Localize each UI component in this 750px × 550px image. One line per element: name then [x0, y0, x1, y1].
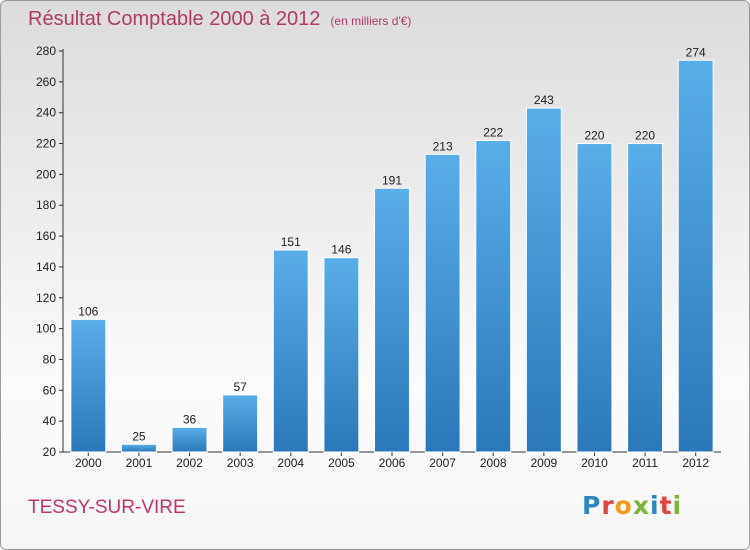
- data-label: 25: [132, 429, 146, 443]
- y-tick-label: 260: [36, 75, 56, 89]
- data-label: 213: [433, 139, 453, 153]
- x-tick-label: 2012: [682, 456, 709, 470]
- bar: [323, 257, 360, 453]
- data-label: 220: [635, 129, 655, 143]
- data-label: 274: [686, 45, 706, 59]
- data-label: 151: [281, 235, 301, 249]
- data-label: 243: [534, 93, 554, 107]
- data-label: 191: [382, 173, 402, 187]
- y-tick-label: 120: [36, 291, 56, 305]
- logo-letter: i: [650, 491, 660, 520]
- chart-title-text: Résultat Comptable 2000 à 2012: [28, 8, 321, 30]
- bars: [70, 59, 714, 453]
- chart-subtitle: (en milliers d'€): [330, 14, 412, 28]
- logo-letter: x: [632, 491, 650, 520]
- x-tick-label: 2005: [328, 456, 355, 470]
- bar: [475, 139, 512, 453]
- x-tick-label: 2010: [581, 456, 608, 470]
- y-tick-label: 100: [36, 322, 56, 336]
- bar: [576, 143, 613, 453]
- x-tick-label: 2007: [429, 456, 456, 470]
- data-label: 57: [233, 380, 247, 394]
- x-axis: 2000 2001 2002 2003 2004 2005 2006 2007 2008 2009…: [63, 451, 721, 470]
- data-label: 220: [584, 129, 604, 143]
- logo-letter: i: [672, 491, 683, 520]
- logo-letter: r: [601, 491, 615, 520]
- y-tick-label: 160: [36, 229, 56, 243]
- commune-name: TESSY-SUR-VIRE: [28, 497, 186, 518]
- data-label: 146: [331, 243, 351, 257]
- x-tick-label: 2009: [530, 456, 557, 470]
- x-tick-label: 2001: [126, 456, 153, 470]
- bar: [70, 318, 107, 453]
- y-tick-label: 60: [43, 383, 57, 397]
- x-tick-label: 2006: [379, 456, 406, 470]
- y-tick-label: 20: [43, 445, 57, 459]
- x-tick-label: 2011: [632, 456, 658, 470]
- y-tick-label: 200: [36, 167, 56, 181]
- x-tick-label: 2000: [75, 456, 102, 470]
- x-tick-label: 2008: [480, 456, 507, 470]
- bar: [677, 59, 714, 453]
- logo-letter: P: [582, 491, 602, 520]
- y-tick-label: 220: [36, 137, 56, 151]
- y-tick-label: 240: [36, 106, 56, 120]
- bar: [374, 187, 410, 453]
- data-label: 222: [483, 125, 503, 139]
- data-labels: 106 25 36 57 151 146 191 213 222 243 220 220 274: [78, 45, 706, 443]
- y-tick-label: 80: [43, 352, 57, 366]
- bar: [627, 143, 664, 453]
- proxiti-logo[interactable]: Proxiti: [582, 491, 682, 520]
- bar: [424, 153, 461, 453]
- x-tick-label: 2002: [176, 456, 203, 470]
- y-tick-label: 140: [36, 260, 56, 274]
- data-label: 36: [183, 412, 197, 426]
- bar: [525, 107, 562, 453]
- bar: [222, 394, 259, 453]
- y-tick-label: 40: [43, 414, 57, 428]
- y-tick-label: 180: [36, 198, 56, 212]
- chart-title: Résultat Comptable 2000 à 2012 (en millie…: [28, 8, 411, 31]
- x-tick-label: 2003: [227, 456, 254, 470]
- bar: [171, 426, 208, 453]
- logo-letter: o: [614, 491, 633, 520]
- bar: [272, 249, 309, 453]
- y-tick-label: 280: [36, 44, 56, 58]
- data-label: 106: [78, 304, 98, 318]
- logo-letter: t: [659, 491, 673, 520]
- x-tick-label: 2004: [277, 456, 304, 470]
- y-axis: 20 40 60 80 100 120 140 160 180 200 220 240 260 280: [36, 44, 64, 459]
- bar: [120, 443, 157, 453]
